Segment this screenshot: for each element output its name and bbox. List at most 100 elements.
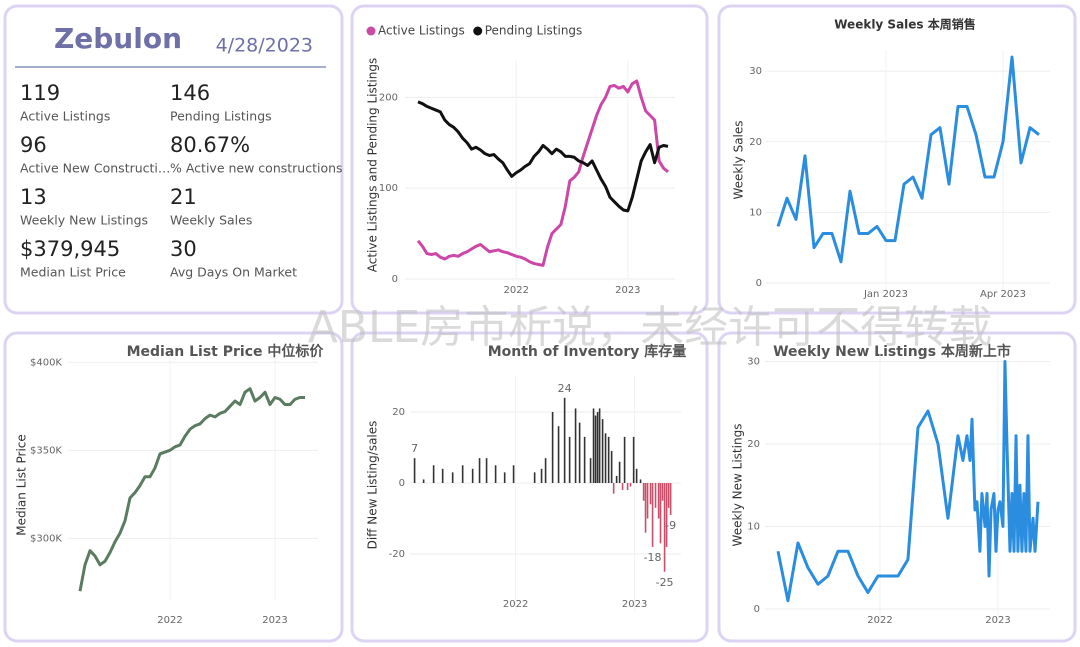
legend-label: Pending Listings: [485, 24, 583, 38]
y-tick-label: 0: [756, 278, 762, 289]
x-tick-label: Jan 2023: [863, 289, 908, 300]
kpi-label: Active Listings: [20, 109, 110, 124]
data-label: -18: [644, 551, 662, 564]
y-tick-label: $400K: [30, 357, 62, 368]
y-tick-label: 20: [392, 407, 405, 418]
kpi-label: Weekly New Listings: [20, 213, 148, 228]
kpi-value: 13: [20, 185, 47, 209]
x-tick-label: 2022: [157, 615, 182, 626]
y-axis-title: Weekly Sales: [732, 120, 746, 199]
bar: [413, 458, 416, 483]
y-axis-title: Weekly New Listings: [731, 424, 745, 547]
chart-card: [717, 331, 1077, 643]
data-label: -25: [656, 576, 674, 589]
legend-marker: [473, 26, 483, 36]
line: [776, 360, 1040, 603]
y-tick-label: 0: [399, 478, 405, 489]
chart-card: [717, 4, 1077, 315]
line: [417, 100, 669, 213]
bar: [451, 472, 454, 483]
y-axis-title: Active Listings and Pending Listings: [366, 58, 380, 273]
x-tick-label: 2022: [503, 285, 528, 296]
y-tick-label: 200: [379, 92, 398, 103]
header-title: Zebulon: [54, 22, 182, 55]
bar: [594, 415, 597, 483]
bar: [589, 458, 592, 483]
bar: [551, 412, 554, 483]
bar: [610, 451, 613, 483]
bar: [568, 436, 571, 483]
y-axis-title: Diff New Listing/sales: [366, 421, 380, 550]
bar: [563, 397, 566, 483]
bar: [659, 483, 662, 544]
x-tick-label: 2022: [867, 615, 892, 626]
bar: [635, 468, 638, 483]
bar: [574, 408, 577, 483]
x-tick-label: Apr 2023: [980, 289, 1026, 300]
bar: [626, 483, 629, 491]
bar: [422, 479, 425, 483]
legend-marker: [366, 26, 376, 36]
y-tick-label: 30: [747, 357, 760, 368]
legend-label: Active Listings: [378, 24, 465, 38]
line: [416, 79, 669, 267]
line: [78, 387, 305, 592]
bar: [485, 458, 488, 483]
bar: [478, 458, 481, 483]
bar: [651, 483, 654, 547]
kpi-value: 30: [170, 237, 197, 261]
kpi-value: 96: [20, 133, 47, 157]
y-tick-label: $350K: [30, 445, 62, 456]
bar: [618, 461, 621, 483]
kpi-label: Pending Listings: [170, 109, 272, 124]
bar: [578, 422, 581, 483]
chart-title: Median List Price 中位标价: [127, 343, 325, 360]
chart-card: [350, 4, 709, 315]
bar: [598, 408, 601, 483]
bar: [540, 468, 543, 483]
data-label: 7: [411, 442, 418, 455]
chart-title: Weekly Sales 本周销售: [834, 17, 976, 32]
bar: [471, 468, 474, 483]
bar: [615, 475, 618, 483]
bar: [663, 483, 666, 572]
bar: [533, 472, 536, 483]
y-tick-label: -20: [389, 549, 405, 560]
chart-card: [3, 331, 344, 643]
y-tick-label: 0: [754, 604, 760, 615]
kpi-value: 21: [170, 185, 197, 209]
bar: [667, 483, 670, 508]
y-tick-label: $300K: [30, 533, 62, 544]
bar: [557, 426, 560, 483]
bar: [601, 419, 604, 483]
bar: [596, 412, 599, 483]
bar: [621, 483, 624, 491]
x-tick-label: 2023: [615, 285, 640, 296]
kpi-label: Avg Days On Market: [170, 265, 297, 280]
bar: [607, 436, 610, 483]
bar: [629, 483, 632, 487]
bar: [623, 436, 626, 483]
header-date: 4/28/2023: [216, 35, 313, 57]
watermark: ABLE房市析说，未经许可不得转载: [308, 302, 993, 353]
kpi-value: $379,945: [20, 237, 120, 261]
kpi-label: Median List Price: [20, 265, 126, 280]
bar: [669, 483, 672, 515]
data-label: 24: [558, 382, 572, 395]
bar: [592, 408, 595, 483]
y-tick-label: 10: [747, 522, 760, 533]
bar: [657, 483, 660, 519]
y-tick-label: 30: [749, 66, 762, 77]
bar: [632, 436, 635, 483]
bar: [432, 465, 435, 483]
bar: [649, 483, 652, 505]
chart-title: Month of Inventory 库存量: [488, 343, 687, 360]
bar: [544, 458, 547, 483]
kpi-label: Weekly Sales: [170, 213, 252, 228]
bar: [461, 465, 464, 483]
bar: [583, 436, 586, 483]
y-tick-label: 0: [392, 274, 398, 285]
line: [776, 55, 1040, 264]
y-tick-label: 10: [749, 207, 762, 218]
